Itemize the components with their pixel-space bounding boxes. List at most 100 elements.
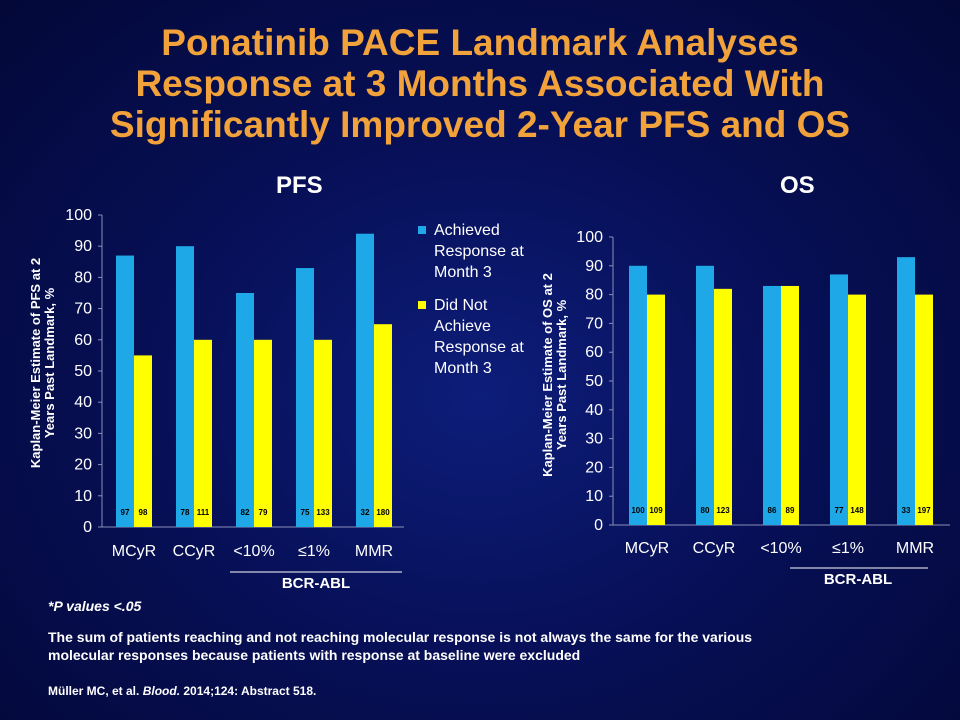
pfs-category-label: ≤1% bbox=[298, 543, 330, 560]
legend-not-achieved-line-1: Did Not bbox=[434, 297, 488, 314]
legend-item-achieved: Achieved Response at Month 3 bbox=[418, 220, 548, 283]
title-line-2: Response at 3 Months Associated With bbox=[135, 63, 825, 104]
explanatory-note: The sum of patients reaching and not rea… bbox=[48, 628, 953, 664]
os-bar-achieved bbox=[696, 265, 714, 525]
pfs-bar-not-achieved bbox=[314, 339, 332, 527]
citation-journal: Blood. bbox=[142, 684, 181, 698]
os-n-label: 123 bbox=[716, 506, 730, 515]
os-bar-not-achieved bbox=[714, 288, 732, 525]
os-category-label: MCyR bbox=[625, 540, 669, 557]
legend-achieved-line-3: Month 3 bbox=[434, 264, 492, 281]
os-chart-title: OS bbox=[780, 172, 815, 199]
os-n-label: 77 bbox=[835, 506, 844, 515]
os-bcr-abl-label: BCR-ABL bbox=[824, 571, 892, 588]
os-n-label: 86 bbox=[768, 506, 777, 515]
pfs-bar-achieved bbox=[176, 246, 194, 527]
note-line-1: The sum of patients reaching and not rea… bbox=[48, 629, 753, 645]
os-bar-not-achieved bbox=[915, 294, 933, 525]
legend-label-achieved: Achieved Response at Month 3 bbox=[434, 220, 524, 283]
pfs-bar-not-achieved bbox=[254, 339, 272, 527]
os-bar-achieved bbox=[897, 257, 915, 525]
os-y-tick-label: 0 bbox=[594, 517, 603, 534]
pfs-n-label: 82 bbox=[241, 508, 250, 517]
pfs-y-tick-label: 20 bbox=[74, 457, 92, 474]
pfs-bar-not-achieved bbox=[374, 324, 392, 527]
legend-swatch-not-achieved bbox=[418, 301, 426, 309]
pfs-y-tick-label: 30 bbox=[74, 425, 92, 442]
os-bar-achieved bbox=[763, 285, 781, 525]
pfs-y-axis-label-line-1: Kaplan-Meier Estimate of PFS at 2 bbox=[28, 258, 43, 468]
citation-author: Müller MC, et al. bbox=[48, 684, 140, 698]
pfs-y-tick-label: 60 bbox=[74, 332, 92, 349]
citation: Müller MC, et al. Blood. 2014;124: Abstr… bbox=[48, 684, 316, 698]
pfs-y-tick-label: 50 bbox=[74, 363, 92, 380]
os-y-tick-label: 30 bbox=[585, 431, 603, 448]
os-n-label: 33 bbox=[902, 506, 911, 515]
os-y-tick-label: 100 bbox=[576, 229, 603, 246]
os-n-label: 197 bbox=[917, 506, 931, 515]
pfs-n-label: 98 bbox=[139, 508, 148, 517]
os-y-tick-label: 50 bbox=[585, 373, 603, 390]
os-y-axis-label-line-1: Kaplan-Meier Estimate of OS at 2 bbox=[540, 273, 555, 477]
os-y-axis-label-line-2: Years Past Landmark, % bbox=[554, 299, 569, 450]
pfs-n-label: 79 bbox=[259, 508, 268, 517]
os-category-label: ≤1% bbox=[832, 540, 864, 557]
pfs-n-label: 180 bbox=[376, 508, 390, 517]
os-y-tick-label: 80 bbox=[585, 287, 603, 304]
legend-achieved-line-2: Response at bbox=[434, 243, 524, 260]
os-y-tick-label: 40 bbox=[585, 402, 603, 419]
os-bar-not-achieved bbox=[647, 294, 665, 525]
legend: Achieved Response at Month 3 Did Not Ach… bbox=[418, 220, 548, 391]
os-y-tick-label: 20 bbox=[585, 459, 603, 476]
os-bar-achieved bbox=[830, 274, 848, 525]
os-bar-not-achieved bbox=[848, 294, 866, 525]
os-bar-not-achieved bbox=[781, 285, 799, 525]
pfs-y-tick-label: 0 bbox=[83, 519, 92, 536]
legend-achieved-line-1: Achieved bbox=[434, 222, 500, 239]
pfs-n-label: 32 bbox=[361, 508, 370, 517]
pfs-bcr-abl-label: BCR-ABL bbox=[282, 575, 350, 592]
pfs-n-label: 111 bbox=[197, 508, 210, 517]
pfs-y-tick-label: 10 bbox=[74, 488, 92, 505]
pfs-y-tick-label: 90 bbox=[74, 238, 92, 255]
pfs-chart-title: PFS bbox=[276, 172, 323, 199]
pfs-n-label: 97 bbox=[121, 508, 130, 517]
os-category-label: MMR bbox=[896, 540, 934, 557]
legend-item-not-achieved: Did Not Achieve Response at Month 3 bbox=[418, 295, 548, 379]
os-y-tick-label: 10 bbox=[585, 488, 603, 505]
legend-label-not-achieved: Did Not Achieve Response at Month 3 bbox=[434, 295, 524, 379]
os-n-label: 100 bbox=[631, 506, 645, 515]
legend-not-achieved-line-2: Achieve bbox=[434, 318, 491, 335]
os-n-label: 148 bbox=[850, 506, 864, 515]
pfs-bar-achieved bbox=[296, 268, 314, 527]
pfs-category-label: MMR bbox=[355, 543, 393, 560]
title-line-1: Ponatinib PACE Landmark Analyses bbox=[161, 22, 799, 63]
citation-rest: 2014;124: Abstract 518. bbox=[183, 684, 317, 698]
legend-not-achieved-line-4: Month 3 bbox=[434, 360, 492, 377]
pfs-n-label: 75 bbox=[301, 508, 310, 517]
pfs-n-label: 133 bbox=[316, 508, 330, 517]
pfs-category-label: CCyR bbox=[173, 543, 216, 560]
pfs-bar-achieved bbox=[356, 233, 374, 527]
os-y-tick-label: 90 bbox=[585, 258, 603, 275]
legend-swatch-achieved bbox=[418, 226, 426, 234]
pfs-bar-not-achieved bbox=[194, 339, 212, 527]
pfs-bar-achieved bbox=[116, 255, 134, 527]
legend-not-achieved-line-3: Response at bbox=[434, 339, 524, 356]
pfs-y-axis-label-line-2: Years Past Landmark, % bbox=[42, 287, 57, 438]
pfs-y-tick-label: 80 bbox=[74, 269, 92, 286]
os-n-label: 109 bbox=[649, 506, 663, 515]
note-line-2: molecular responses because patients wit… bbox=[48, 647, 581, 663]
pfs-y-tick-label: 70 bbox=[74, 301, 92, 318]
os-category-label: <10% bbox=[760, 540, 801, 557]
os-n-label: 80 bbox=[701, 506, 710, 515]
os-y-tick-label: 70 bbox=[585, 315, 603, 332]
pfs-n-label: 78 bbox=[181, 508, 190, 517]
pfs-y-tick-label: 100 bbox=[65, 207, 92, 224]
title-line-3: Significantly Improved 2-Year PFS and OS bbox=[109, 104, 851, 145]
os-y-tick-label: 60 bbox=[585, 344, 603, 361]
pfs-category-label: MCyR bbox=[112, 543, 156, 560]
pfs-y-tick-label: 40 bbox=[74, 394, 92, 411]
slide-title: Ponatinib PACE Landmark Analyses Respons… bbox=[0, 22, 960, 145]
